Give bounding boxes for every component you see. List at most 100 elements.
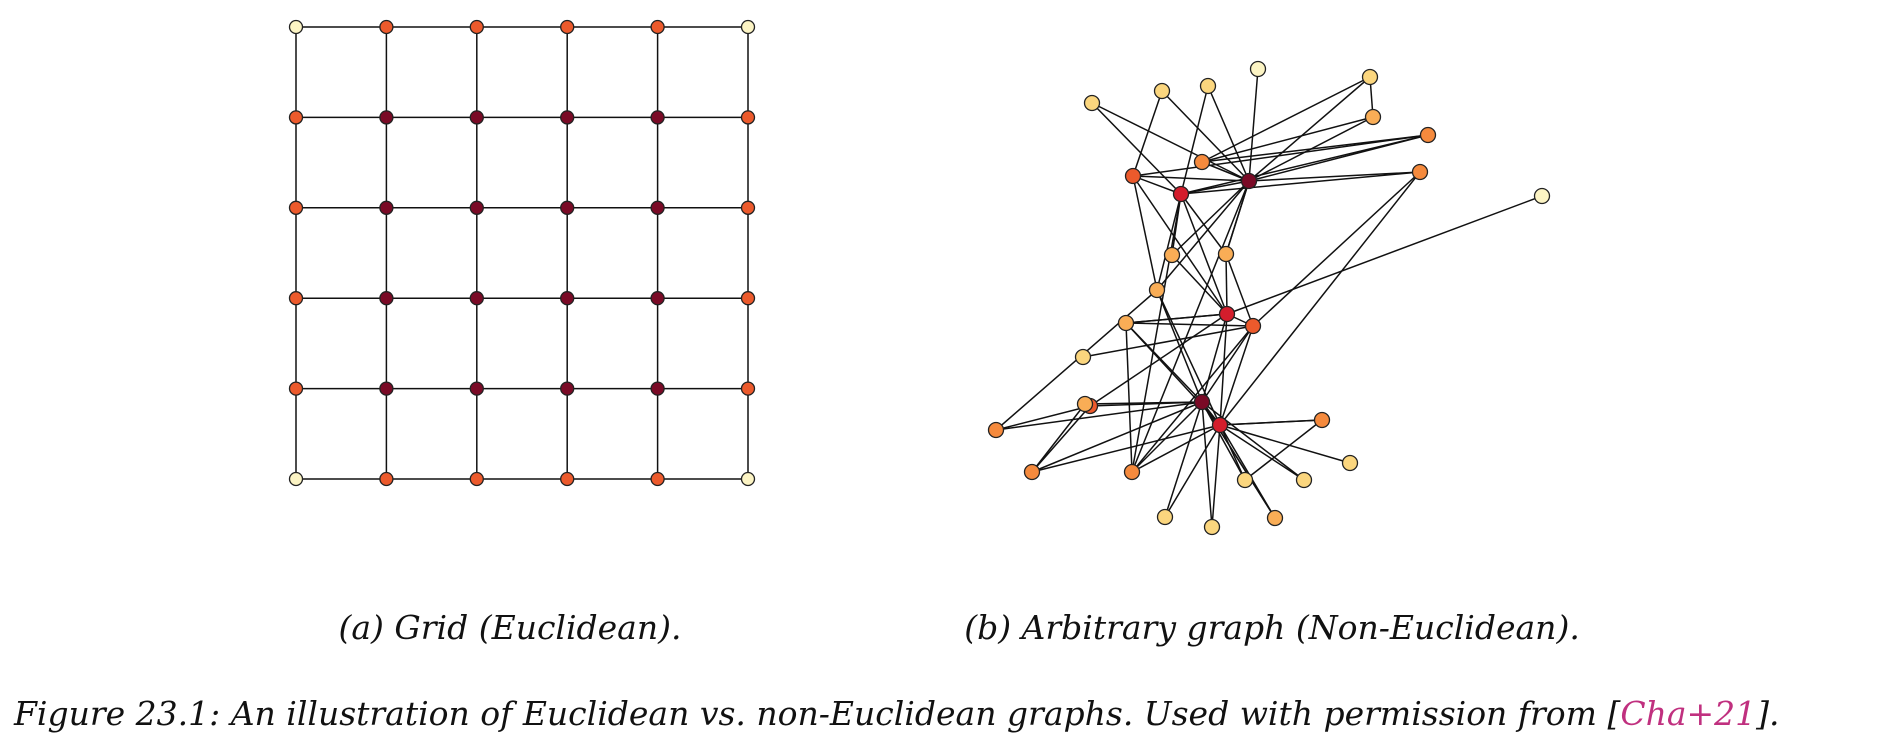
graph-edge xyxy=(1131,325,1254,473)
arbitrary-graph xyxy=(987,60,1551,536)
graph-edge xyxy=(995,405,1091,431)
graph-edge xyxy=(1132,90,1163,177)
graph-edge xyxy=(1132,175,1158,291)
graph-node xyxy=(1153,82,1171,100)
graph-node xyxy=(987,421,1005,439)
grid-node xyxy=(650,291,665,306)
grid-node xyxy=(288,110,304,125)
subcaption-a: (a) Grid (Euclidean). xyxy=(338,608,682,647)
grid-node xyxy=(560,381,575,396)
graph-edge xyxy=(1248,68,1259,182)
graph-node xyxy=(1117,314,1135,332)
grid-node xyxy=(740,381,756,396)
graph-edge xyxy=(1171,180,1250,256)
graph-node xyxy=(1156,508,1174,526)
graph-edge xyxy=(1031,403,1086,473)
graph-edge xyxy=(1219,325,1254,426)
graph-edge xyxy=(1201,76,1371,163)
graph-node xyxy=(1172,185,1190,203)
grid-node xyxy=(469,19,484,35)
graph-edge xyxy=(1180,193,1227,255)
graph-edge xyxy=(1219,419,1323,426)
graph-edge xyxy=(1132,134,1429,177)
graph-edge xyxy=(1219,424,1246,481)
graph-edge xyxy=(1211,424,1221,528)
grid-graph xyxy=(288,19,756,487)
graph-edge xyxy=(1031,401,1203,473)
graph-edge xyxy=(1248,76,1371,182)
graph-node xyxy=(1193,153,1211,171)
figure-caption-text: Figure 23.1: An illustration of Euclidea… xyxy=(14,694,1621,733)
graph-edge xyxy=(1248,171,1421,182)
graph-edge xyxy=(1132,175,1182,195)
graph-edge xyxy=(1089,313,1228,407)
graph-edge xyxy=(1131,401,1203,473)
graph-edge xyxy=(1156,193,1182,291)
graph-edge xyxy=(1180,193,1228,315)
graph-edge xyxy=(1132,175,1250,182)
grid-node xyxy=(469,110,484,125)
graph-node xyxy=(1193,393,1211,411)
graph-edge xyxy=(1201,325,1254,403)
graph-edge xyxy=(1131,193,1182,473)
grid-node xyxy=(650,19,665,35)
graph-edge xyxy=(1252,171,1421,327)
grid-node xyxy=(740,19,756,35)
graph-edge xyxy=(1031,405,1091,473)
grid-node xyxy=(288,291,304,306)
grid-node xyxy=(379,110,394,125)
figure-graphs xyxy=(288,19,1551,536)
graph-node xyxy=(1203,518,1221,536)
graph-edge xyxy=(1207,85,1250,182)
graph-node xyxy=(1211,416,1229,434)
graph-edge xyxy=(1125,322,1133,473)
graph-edge xyxy=(1156,180,1250,291)
graph-node xyxy=(1341,454,1359,472)
grid-node xyxy=(650,110,665,125)
graph-edge xyxy=(1180,134,1429,195)
graph-node xyxy=(1218,305,1236,323)
graph-node xyxy=(1083,94,1101,112)
graph-edge xyxy=(1201,116,1374,163)
graph-node xyxy=(1419,126,1437,144)
grid-node xyxy=(560,471,575,487)
grid-node xyxy=(740,291,756,306)
graph-node xyxy=(1364,108,1382,126)
graph-edge xyxy=(1219,424,1305,481)
graph-edge xyxy=(1171,254,1228,315)
grid-node xyxy=(288,19,304,35)
graph-edge xyxy=(1225,180,1250,255)
graph-edge xyxy=(1201,401,1213,528)
graph-node xyxy=(1295,471,1313,489)
graph-node xyxy=(1411,163,1429,181)
graph-edge xyxy=(1180,180,1250,195)
graph-edge xyxy=(1125,313,1228,324)
grid-node xyxy=(288,381,304,396)
grid-node xyxy=(379,471,394,487)
grid-node xyxy=(288,471,304,487)
graph-node xyxy=(1123,463,1141,481)
graph-node xyxy=(1074,348,1092,366)
grid-node xyxy=(469,291,484,306)
grid-node xyxy=(740,471,756,487)
graph-edge xyxy=(1244,419,1323,481)
graph-edge xyxy=(1131,180,1250,473)
grid-node xyxy=(469,200,484,215)
graph-node xyxy=(1244,317,1262,335)
figure-caption-end: ]. xyxy=(1756,694,1780,733)
graph-edge xyxy=(1219,424,1351,464)
grid-node xyxy=(650,381,665,396)
grid-node xyxy=(740,110,756,125)
graph-edge xyxy=(1164,424,1221,518)
graph-edge xyxy=(1225,253,1228,315)
citation-link[interactable]: Cha+21 xyxy=(1620,694,1757,733)
grid-node xyxy=(379,200,394,215)
graph-node xyxy=(1249,60,1267,78)
graph-edge xyxy=(1091,102,1182,195)
grid-node xyxy=(379,19,394,35)
graph-edge xyxy=(1201,401,1246,481)
grid-node xyxy=(650,200,665,215)
graph-edge xyxy=(1132,175,1228,315)
graph-node xyxy=(1199,77,1217,95)
